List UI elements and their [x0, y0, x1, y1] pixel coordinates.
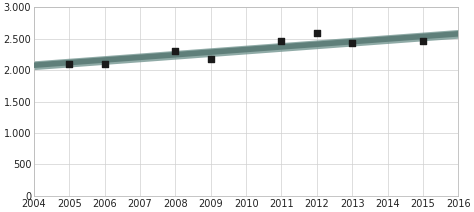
Point — [101, 62, 109, 66]
Point — [313, 32, 320, 35]
Point — [419, 40, 427, 43]
Point — [172, 50, 179, 53]
Point — [207, 57, 215, 61]
Point — [278, 40, 285, 43]
Point — [348, 41, 356, 44]
Point — [65, 62, 73, 66]
